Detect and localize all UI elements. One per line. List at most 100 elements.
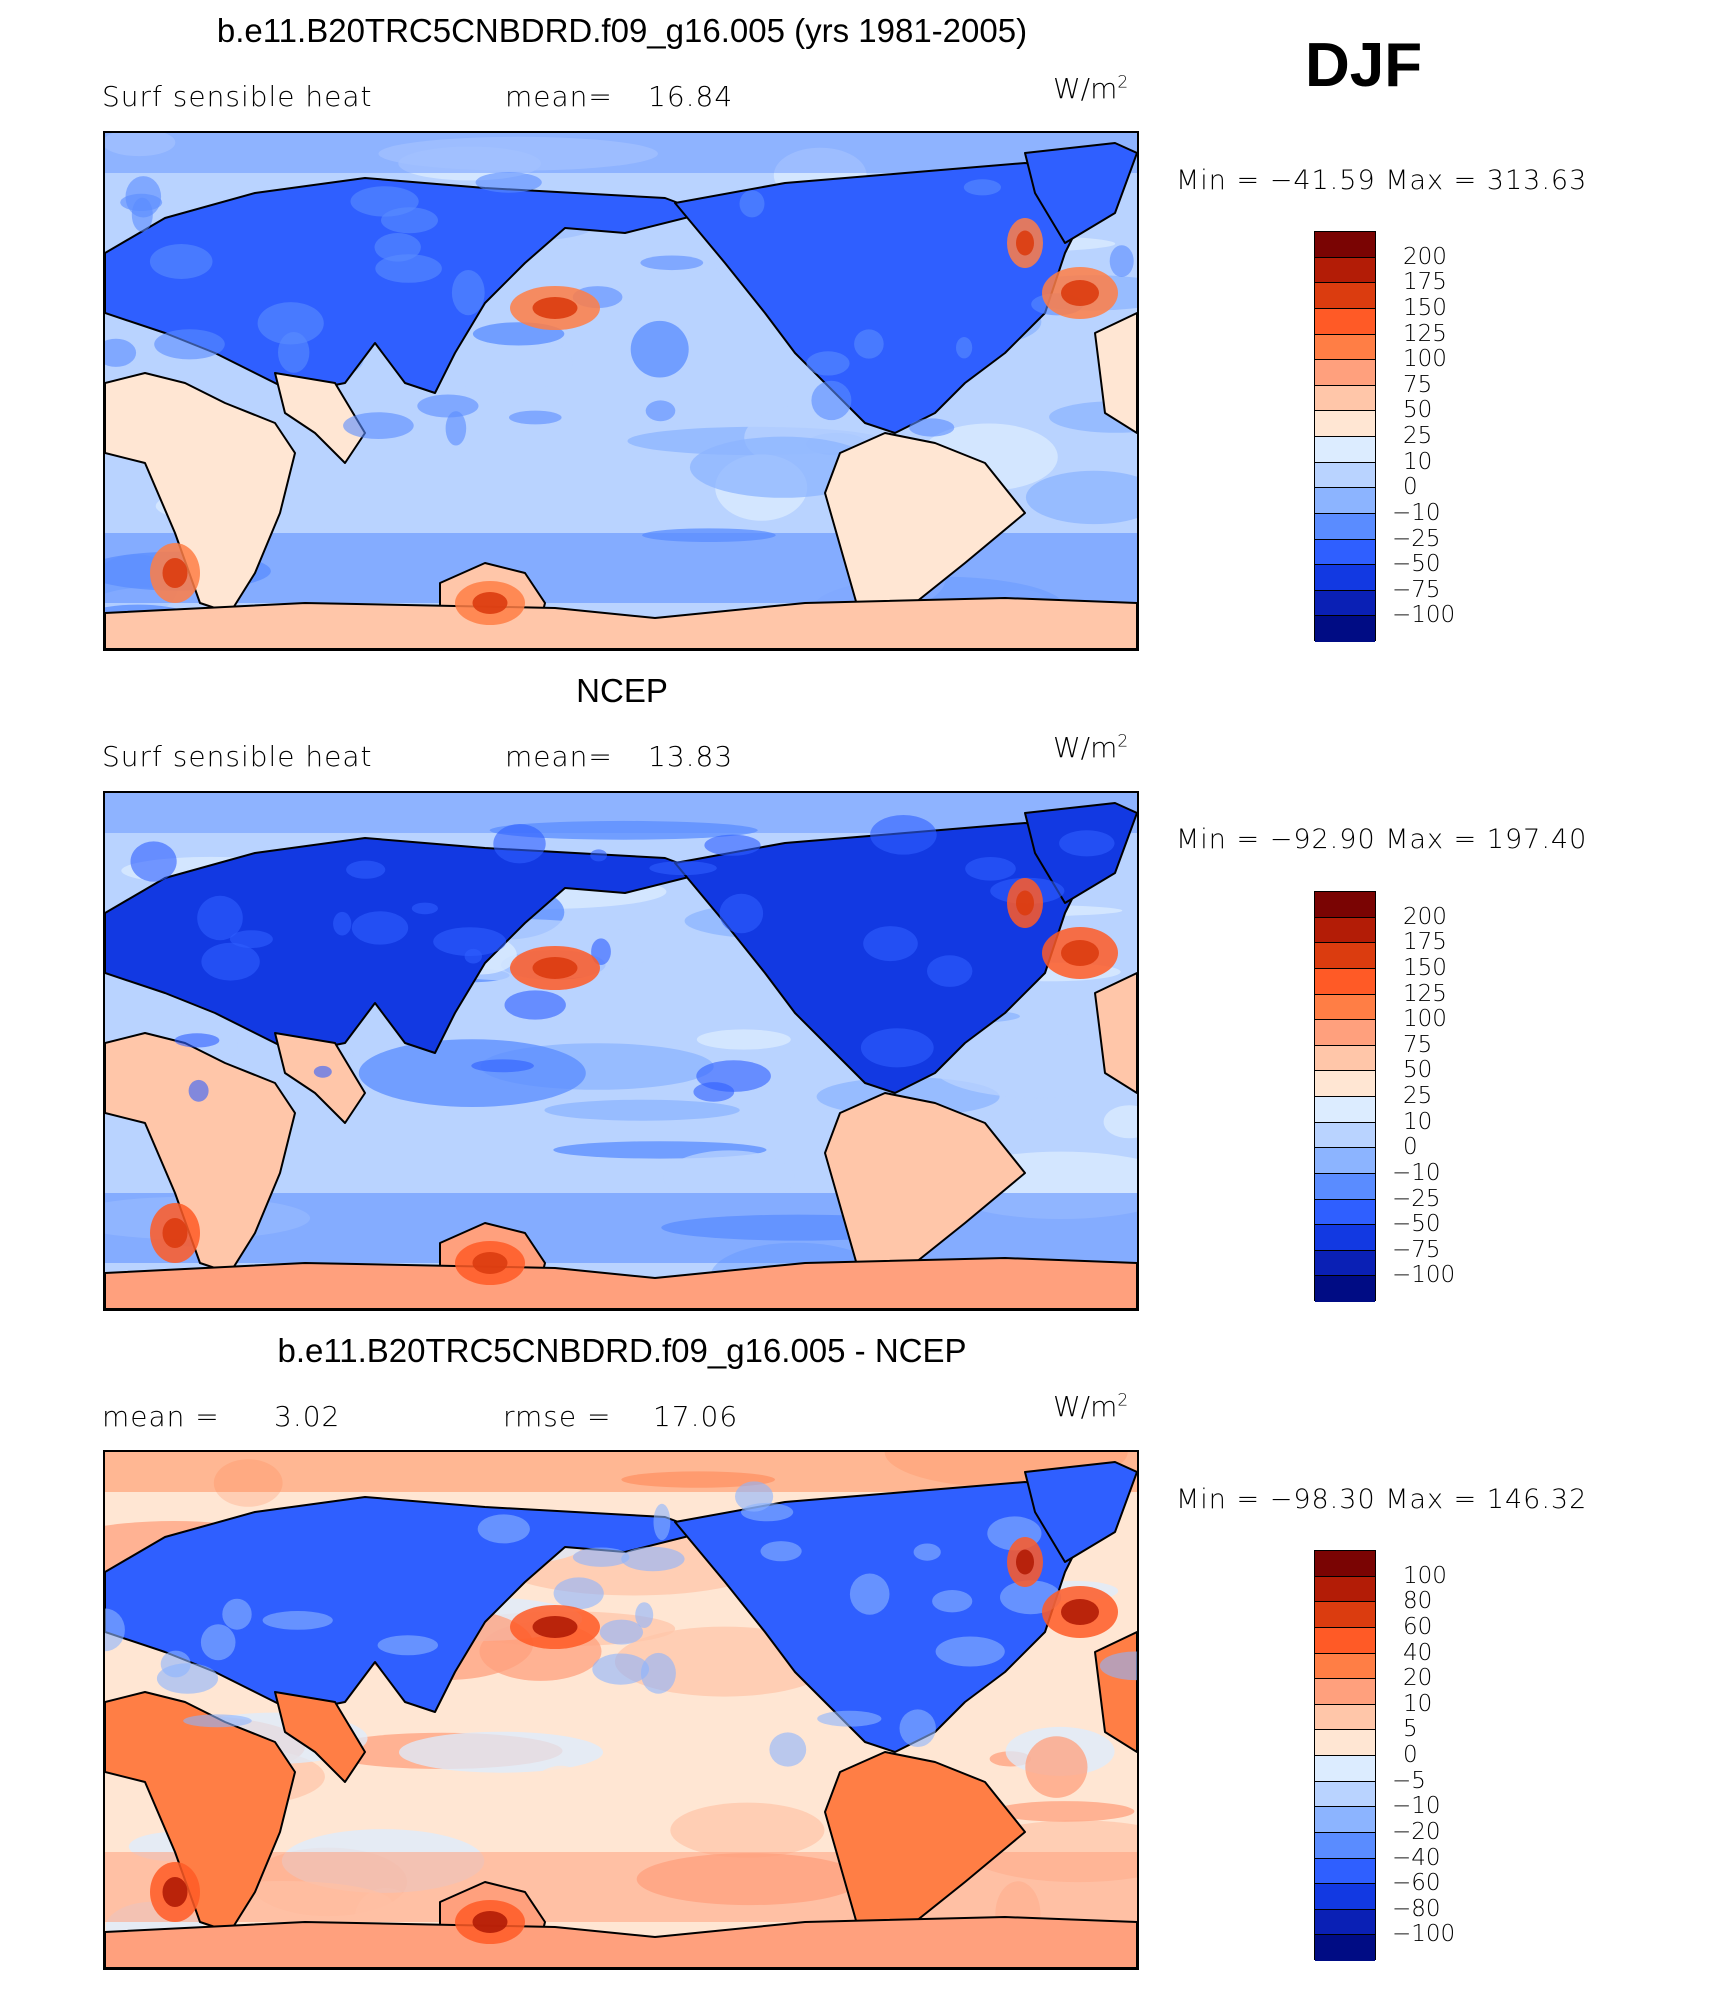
colorbar-swatch (1315, 1020, 1375, 1046)
colorbar-tick-label: −50 (1392, 1211, 1441, 1238)
colorbar-tick-label: 40 (1403, 1639, 1433, 1666)
colorbar-swatch (1315, 334, 1375, 361)
colorbar-tick-label: −100 (1392, 602, 1456, 629)
colorbar-swatch (1315, 917, 1375, 944)
colorbar-swatch (1315, 488, 1375, 514)
season-label: DJF (1305, 31, 1423, 100)
colorbar-tick-label: 25 (1403, 423, 1433, 449)
panel-2-units: W/m2 (1053, 731, 1129, 764)
colorbar-swatch (1315, 385, 1375, 412)
colorbar-tick-label: 10 (1403, 1108, 1433, 1135)
colorbar-tick-label: −5 (1392, 1767, 1426, 1794)
colorbar-tick-label: 100 (1403, 346, 1447, 373)
colorbar-swatch (1315, 1781, 1375, 1808)
colorbar-swatch (1315, 257, 1375, 284)
colorbar-swatch (1315, 437, 1375, 463)
colorbar-tick-label: −10 (1392, 1793, 1441, 1820)
colorbar-swatch (1315, 1730, 1375, 1756)
colorbar-tick-label: −100 (1392, 1921, 1456, 1948)
colorbar-swatch (1315, 1679, 1375, 1705)
colorbar-tick-label: 150 (1403, 294, 1447, 321)
colorbar-tick-label: −75 (1392, 576, 1441, 603)
colorbar-swatch (1315, 1935, 1375, 1961)
colorbar-swatch (1315, 1627, 1375, 1654)
colorbar-tick-label: 10 (1403, 448, 1433, 475)
colorbar-tick-label: 0 (1403, 474, 1418, 501)
colorbar-swatch (1315, 1276, 1375, 1302)
panel-2-variable-label: Surf sensible heat (102, 740, 373, 773)
colorbar-swatch (1315, 1602, 1375, 1628)
panel-3-mean-value: 3.02 (274, 1400, 341, 1433)
panel-2-mean-value: 13.83 (648, 740, 734, 773)
colorbar-swatch (1315, 411, 1375, 437)
colorbar-swatch (1315, 232, 1375, 258)
colorbar-tick-label: 80 (1403, 1588, 1433, 1615)
panel-1-variable-label: Surf sensible heat (102, 80, 373, 113)
colorbar-tick-label: −50 (1392, 551, 1441, 578)
colorbar-tick-label: 125 (1403, 320, 1447, 347)
colorbar-swatch (1315, 1909, 1375, 1936)
colorbar-swatch (1315, 590, 1375, 617)
panel-3-colorbar (1314, 1550, 1376, 1961)
colorbar-swatch (1315, 1071, 1375, 1097)
panel-3-map (103, 1450, 1139, 1970)
colorbar-swatch (1315, 892, 1375, 918)
panel-2-mean-label: mean= (505, 740, 613, 773)
colorbar-swatch (1315, 1148, 1375, 1174)
panel-3-rmse-value: 17.06 (653, 1400, 739, 1433)
colorbar-tick-label: 50 (1403, 1057, 1433, 1084)
colorbar-tick-label: 75 (1403, 371, 1433, 398)
colorbar-swatch (1315, 1858, 1375, 1885)
colorbar-tick-label: 125 (1403, 980, 1447, 1007)
colorbar-swatch (1315, 1653, 1375, 1680)
panel-3-min-max: Min = −98.30 Max = 146.32 (1176, 1484, 1588, 1515)
panel-2-min-max: Min = −92.90 Max = 197.40 (1176, 824, 1588, 855)
colorbar-swatch (1315, 513, 1375, 540)
colorbar-tick-label: 20 (1403, 1665, 1433, 1692)
colorbar-tick-label: −25 (1392, 525, 1441, 552)
panel-1-colorbar (1314, 231, 1376, 642)
colorbar-swatch (1315, 565, 1375, 591)
colorbar-swatch (1315, 994, 1375, 1021)
colorbar-tick-label: 100 (1403, 1562, 1447, 1589)
colorbar-tick-label: −10 (1392, 499, 1441, 526)
colorbar-swatch (1315, 616, 1375, 642)
colorbar-tick-label: 60 (1403, 1613, 1433, 1640)
colorbar-tick-label: 200 (1403, 903, 1447, 930)
colorbar-swatch (1315, 1225, 1375, 1251)
colorbar-swatch (1315, 968, 1375, 995)
colorbar-swatch (1315, 1173, 1375, 1200)
panel-1-mean-label: mean= (505, 80, 613, 113)
panel-3-mean-label: mean = (102, 1400, 220, 1433)
colorbar-tick-label: −20 (1392, 1818, 1441, 1845)
colorbar-swatch (1315, 1250, 1375, 1277)
colorbar-swatch (1315, 1756, 1375, 1782)
colorbar-tick-label: 5 (1403, 1716, 1418, 1743)
colorbar-swatch (1315, 1045, 1375, 1072)
colorbar-swatch (1315, 1884, 1375, 1910)
colorbar-tick-label: 0 (1403, 1134, 1418, 1161)
colorbar-swatch (1315, 308, 1375, 335)
colorbar-swatch (1315, 1199, 1375, 1226)
colorbar-tick-label: −40 (1392, 1844, 1441, 1871)
panel-1-mean-value: 16.84 (648, 80, 734, 113)
colorbar-tick-label: 10 (1403, 1690, 1433, 1717)
colorbar-tick-label: −100 (1392, 1262, 1456, 1289)
colorbar-tick-label: 25 (1403, 1083, 1433, 1109)
colorbar-swatch (1315, 1122, 1375, 1149)
colorbar-swatch (1315, 1576, 1375, 1603)
panel-2-title: NCEP (576, 672, 668, 709)
colorbar-tick-label: 100 (1403, 1006, 1447, 1033)
colorbar-swatch (1315, 1832, 1375, 1859)
colorbar-swatch (1315, 1097, 1375, 1123)
colorbar-swatch (1315, 943, 1375, 969)
panel-3-units: W/m2 (1053, 1390, 1129, 1423)
colorbar-swatch (1315, 360, 1375, 386)
colorbar-tick-label: 0 (1403, 1742, 1418, 1768)
panel-1-title: b.e11.B20TRC5CNBDRD.f09_g16.005 (yrs 198… (216, 12, 1028, 49)
panel-1-min-max: Min = −41.59 Max = 313.63 (1176, 165, 1588, 196)
panel-3-rmse-label: rmse = (503, 1400, 612, 1433)
colorbar-tick-label: 175 (1403, 269, 1447, 296)
colorbar-tick-label: −80 (1392, 1895, 1441, 1922)
colorbar-swatch (1315, 1704, 1375, 1731)
